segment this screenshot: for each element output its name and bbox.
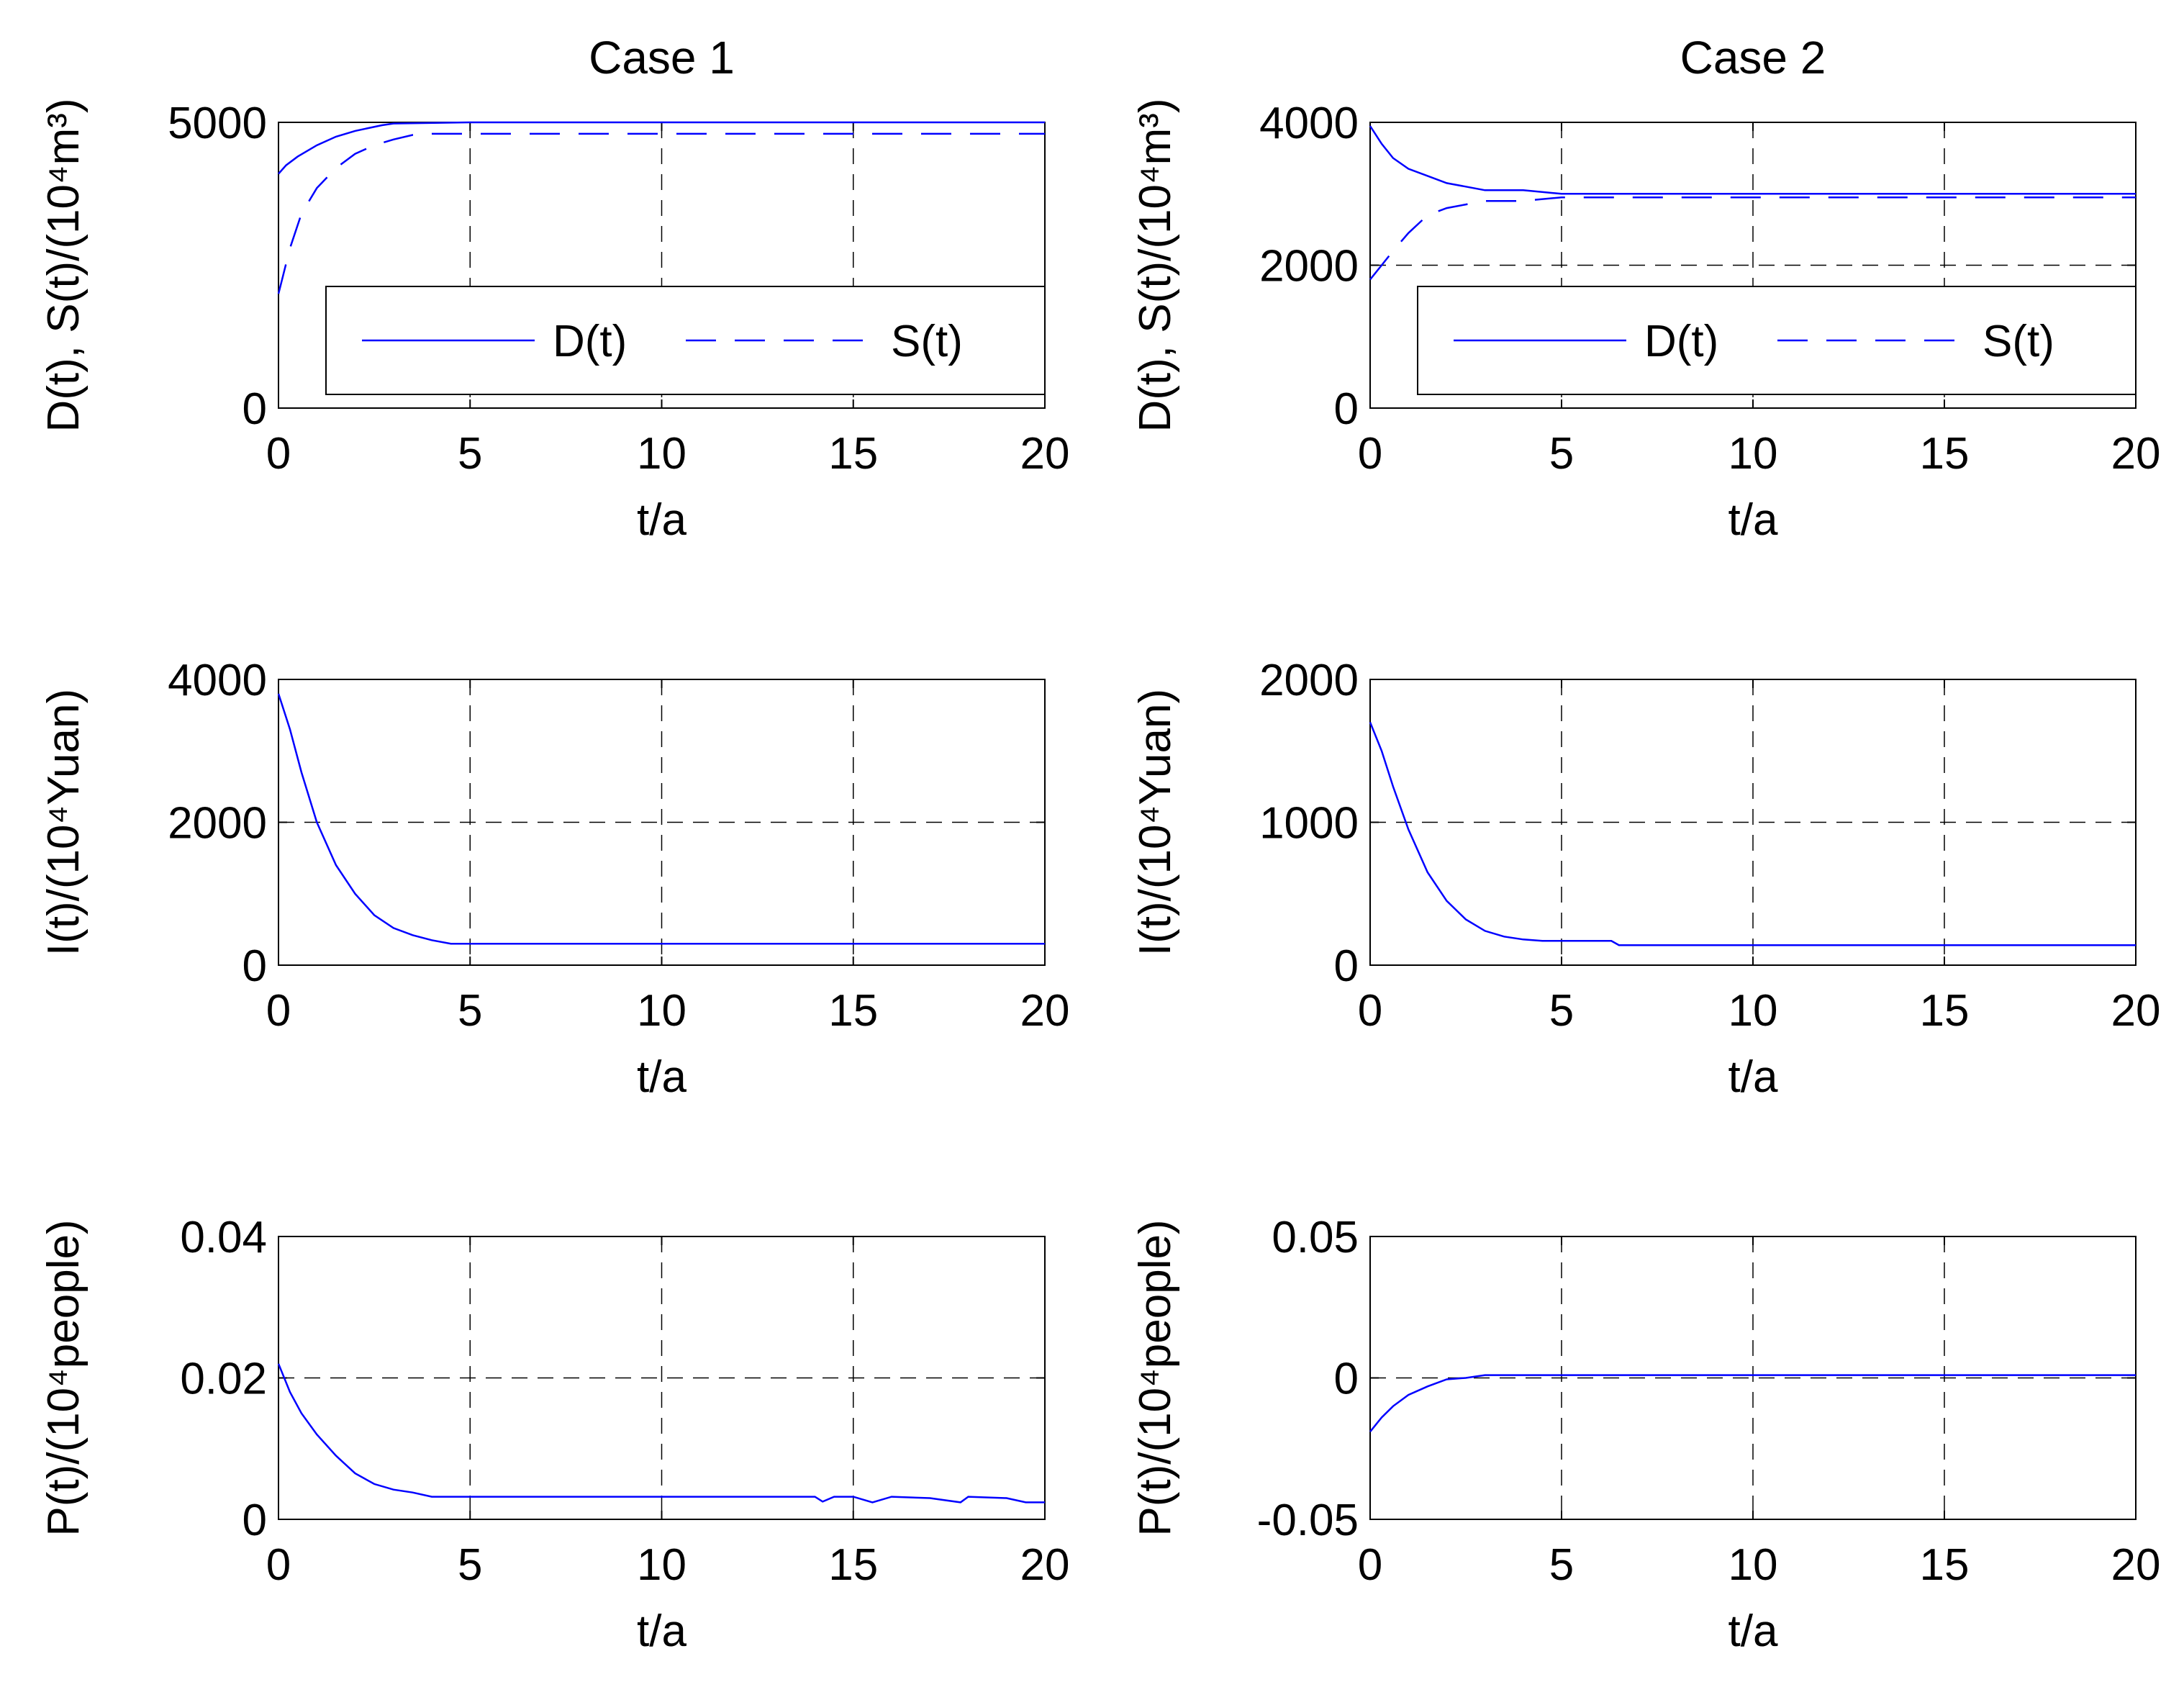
panel-title: Case 2: [1680, 32, 1826, 83]
y-tick-label: 0: [243, 384, 267, 434]
case2-i-panel: 0 5 10 15 20 0 1000 2000 t/a I(t)/(10⁴Yuan): [1130, 656, 2160, 1102]
case2-ds-panel: 0 5 10 15 20 0 2000 4000 t/a D(t), S(t)/(10⁴m³) Ca…: [1130, 32, 2160, 545]
x-tick-label: 10: [637, 1540, 687, 1590]
x-tick-label: 15: [1920, 1540, 1970, 1590]
series-line-st: [1369, 196, 2136, 281]
x-tick-label: 5: [458, 429, 482, 479]
x-tick-label: 0: [266, 1540, 291, 1590]
series-line-pt: [1369, 1374, 2136, 1432]
y-tick-label: 4000: [1259, 99, 1359, 148]
legend-label: D(t): [1644, 317, 1718, 366]
x-tick-label: 20: [1020, 1540, 1070, 1590]
series-line-dt: [278, 121, 1045, 175]
legend: D(t) S(t): [1417, 286, 2137, 395]
x-tick-label: 10: [1728, 986, 1778, 1036]
y-tick-label: 0: [243, 941, 267, 991]
y-tick-label: 0: [243, 1496, 267, 1545]
y-tick-label: 2000: [1259, 242, 1359, 291]
legend-label: S(t): [891, 317, 963, 366]
y-tick-label: 4000: [168, 656, 267, 705]
x-axis-label: t/a: [1728, 1606, 1778, 1656]
y-tick-label: 0.02: [180, 1355, 267, 1404]
y-axis-label: I(t)/(10⁴Yuan): [1130, 689, 1180, 956]
x-axis-label: t/a: [1728, 495, 1778, 545]
x-tick-label: 20: [2111, 429, 2161, 479]
x-tick-label: 15: [1920, 986, 1970, 1036]
panel-title: Case 1: [589, 32, 735, 83]
x-tick-label: 20: [1020, 986, 1070, 1036]
y-axis-label: D(t), S(t)/(10⁴m³): [1130, 98, 1180, 432]
legend-label: D(t): [553, 317, 627, 366]
x-tick-label: 5: [458, 986, 482, 1036]
x-axis-label: t/a: [637, 495, 687, 545]
x-tick-label: 0: [266, 986, 291, 1036]
x-tick-label: 10: [637, 986, 687, 1036]
y-tick-label: 2000: [168, 799, 267, 849]
y-tick-label: 5000: [168, 99, 267, 148]
series-line-st: [277, 132, 1045, 294]
x-tick-label: 0: [266, 429, 291, 479]
y-axis-label: I(t)/(10⁴Yuan): [39, 689, 89, 956]
x-tick-label: 0: [1358, 429, 1382, 479]
x-tick-label: 5: [1549, 986, 1574, 1036]
x-tick-label: 15: [828, 986, 878, 1036]
series-line-pt: [277, 1363, 1045, 1504]
legend: D(t) S(t): [325, 286, 1046, 395]
series-line-it: [277, 693, 1045, 945]
x-tick-label: 5: [1549, 429, 1574, 479]
case1-ds-panel: 0 5 10 15 20 0 5000 t/a D(t), S(t)/(10⁴m³) Case 1…: [39, 32, 1069, 545]
x-tick-label: 15: [828, 1540, 878, 1590]
series-line-it: [1369, 722, 2136, 946]
x-tick-label: 10: [637, 429, 687, 479]
series-line-dt: [1369, 125, 2136, 195]
y-tick-label: -0.05: [1257, 1496, 1359, 1545]
y-tick-label: 0: [1334, 941, 1359, 991]
case1-p-panel: 0 5 10 15 20 0 0.02 0.04 t/a P(t)/(10⁴people): [39, 1213, 1069, 1656]
x-tick-label: 20: [1020, 429, 1070, 479]
y-tick-label: 0.04: [180, 1213, 267, 1262]
x-tick-label: 15: [828, 429, 878, 479]
x-axis-label: t/a: [637, 1606, 687, 1656]
y-tick-label: 1000: [1259, 799, 1359, 849]
x-tick-label: 5: [1549, 1540, 1574, 1590]
case1-i-panel: 0 5 10 15 20 0 2000 4000 t/a I(t)/(10⁴Yuan): [39, 656, 1069, 1102]
x-tick-label: 5: [458, 1540, 482, 1590]
x-axis-label: t/a: [1728, 1052, 1778, 1102]
y-axis-label: D(t), S(t)/(10⁴m³): [39, 98, 89, 432]
y-axis-label: P(t)/(10⁴people): [39, 1219, 89, 1536]
x-tick-label: 20: [2111, 1540, 2161, 1590]
legend-label: S(t): [1983, 317, 2054, 366]
x-tick-label: 0: [1358, 1540, 1382, 1590]
y-tick-label: 0: [1334, 1355, 1359, 1404]
x-tick-label: 15: [1920, 429, 1970, 479]
y-tick-label: 2000: [1259, 656, 1359, 705]
x-tick-label: 10: [1728, 429, 1778, 479]
x-tick-label: 20: [2111, 986, 2161, 1036]
x-axis-label: t/a: [637, 1052, 687, 1102]
x-tick-label: 0: [1358, 986, 1382, 1036]
y-tick-label: 0: [1334, 384, 1359, 434]
y-axis-label: P(t)/(10⁴people): [1130, 1219, 1180, 1536]
y-tick-label: 0.05: [1272, 1213, 1359, 1262]
x-tick-label: 10: [1728, 1540, 1778, 1590]
